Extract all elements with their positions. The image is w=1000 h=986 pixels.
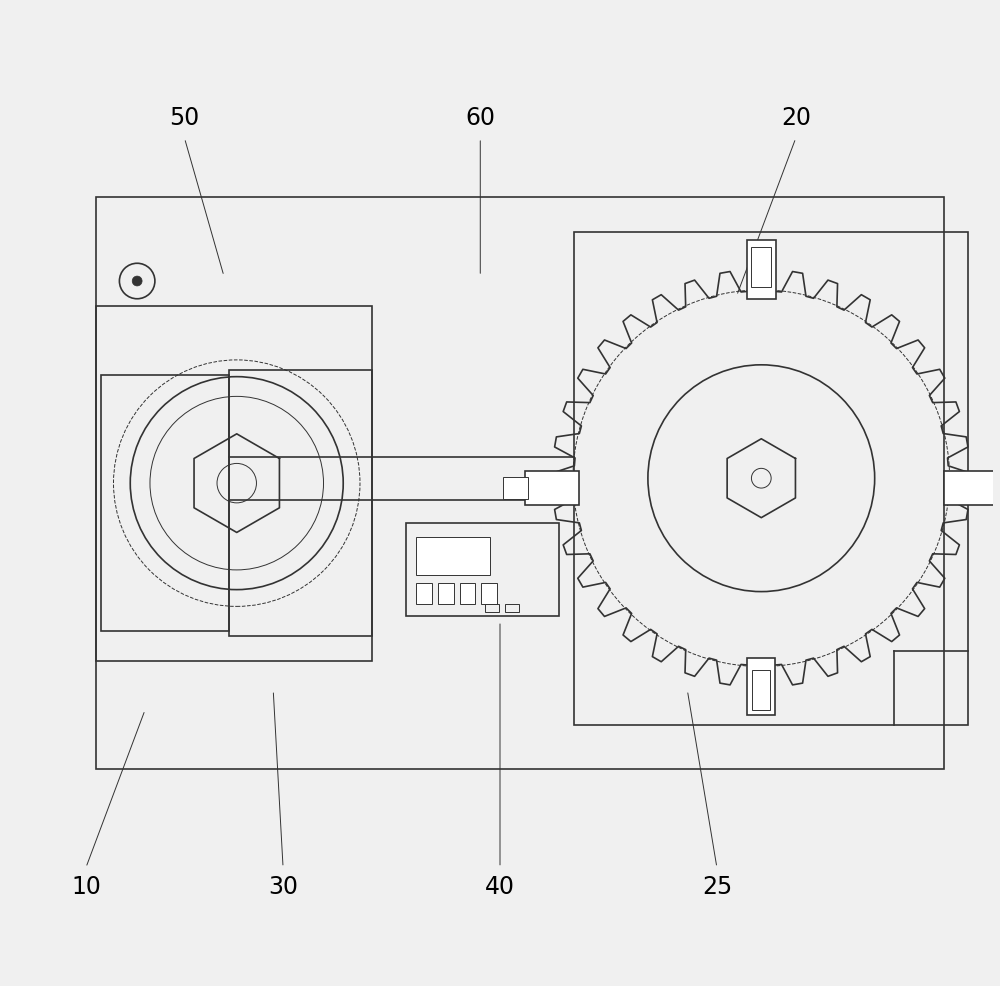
Bar [96, 197, 944, 769]
Bar [460, 583, 475, 604]
Text: 50: 50 [169, 106, 200, 130]
Bar [485, 604, 499, 612]
Bar [101, 375, 229, 631]
Bar [503, 477, 528, 499]
Circle shape [132, 276, 142, 286]
Bar [995, 477, 1000, 499]
Text: 20: 20 [781, 106, 811, 130]
Text: 60: 60 [465, 106, 495, 130]
Bar [416, 583, 432, 604]
Bar [406, 523, 559, 616]
Bar [481, 583, 497, 604]
Bar [746, 240, 776, 299]
Bar [751, 247, 771, 287]
Bar [438, 583, 454, 604]
Bar [752, 670, 770, 710]
Bar [525, 471, 579, 505]
Bar [505, 604, 519, 612]
Text: 30: 30 [268, 876, 298, 899]
Bar [944, 471, 998, 505]
Text: 25: 25 [702, 876, 732, 899]
Bar [229, 370, 372, 636]
Bar [747, 658, 775, 715]
Bar [574, 232, 968, 725]
Bar [416, 537, 490, 575]
Text: 10: 10 [71, 876, 101, 899]
Bar [96, 306, 372, 661]
Text: 40: 40 [485, 876, 515, 899]
